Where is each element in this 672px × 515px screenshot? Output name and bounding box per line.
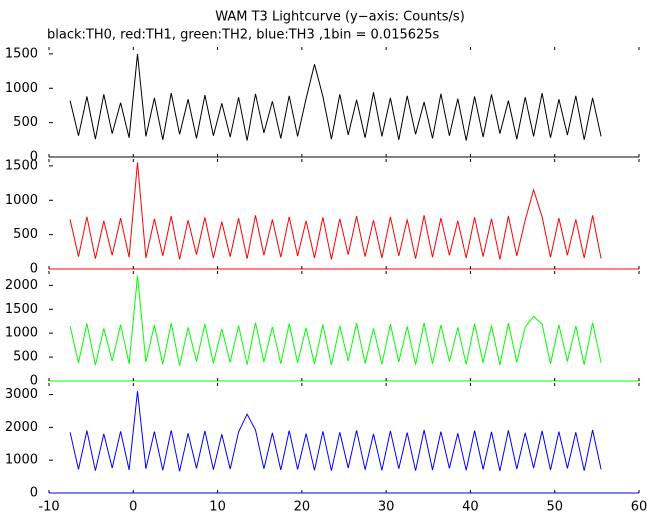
y-tick-label: 1500 (5, 46, 38, 61)
y-tick-label: 1500 (5, 158, 38, 173)
x-tick-label: 0 (129, 500, 137, 515)
y-tick-label: 0 (30, 150, 38, 165)
y-tick-label: 1000 (5, 81, 38, 96)
x-tick-label: -10 (38, 500, 59, 515)
y-tick-label: 0 (30, 262, 38, 277)
chart-subtitle: black:TH0, red:TH1, green:TH2, blue:TH3 … (47, 28, 440, 43)
y-tick-label: 3000 (5, 387, 38, 402)
x-tick-label: 60 (631, 500, 648, 515)
y-tick-label: 2000 (5, 420, 38, 435)
y-tick-label: 0 (30, 486, 38, 501)
y-tick-label: 2000 (5, 278, 38, 293)
y-tick-label: 0 (30, 374, 38, 389)
y-tick-label: 1000 (5, 453, 38, 468)
chart-title: WAM T3 Lightcurve (y−axis: Counts/s) (215, 10, 465, 25)
lightcurve (69, 275, 602, 366)
y-tick-label: 1000 (5, 193, 38, 208)
lightcurve (69, 162, 602, 260)
x-tick-label: 40 (462, 500, 479, 515)
x-tick-label: 30 (378, 500, 395, 515)
y-tick-label: 1500 (5, 302, 38, 317)
lightcurve (69, 391, 602, 472)
x-tick-label: 50 (546, 500, 563, 515)
y-tick-label: 500 (13, 227, 38, 242)
x-tick-label: 20 (294, 500, 311, 515)
lightcurve (69, 53, 602, 141)
y-tick-label: 1000 (5, 326, 38, 341)
y-tick-label: 500 (13, 350, 38, 365)
x-tick-label: 10 (209, 500, 226, 515)
y-tick-label: 500 (13, 115, 38, 130)
